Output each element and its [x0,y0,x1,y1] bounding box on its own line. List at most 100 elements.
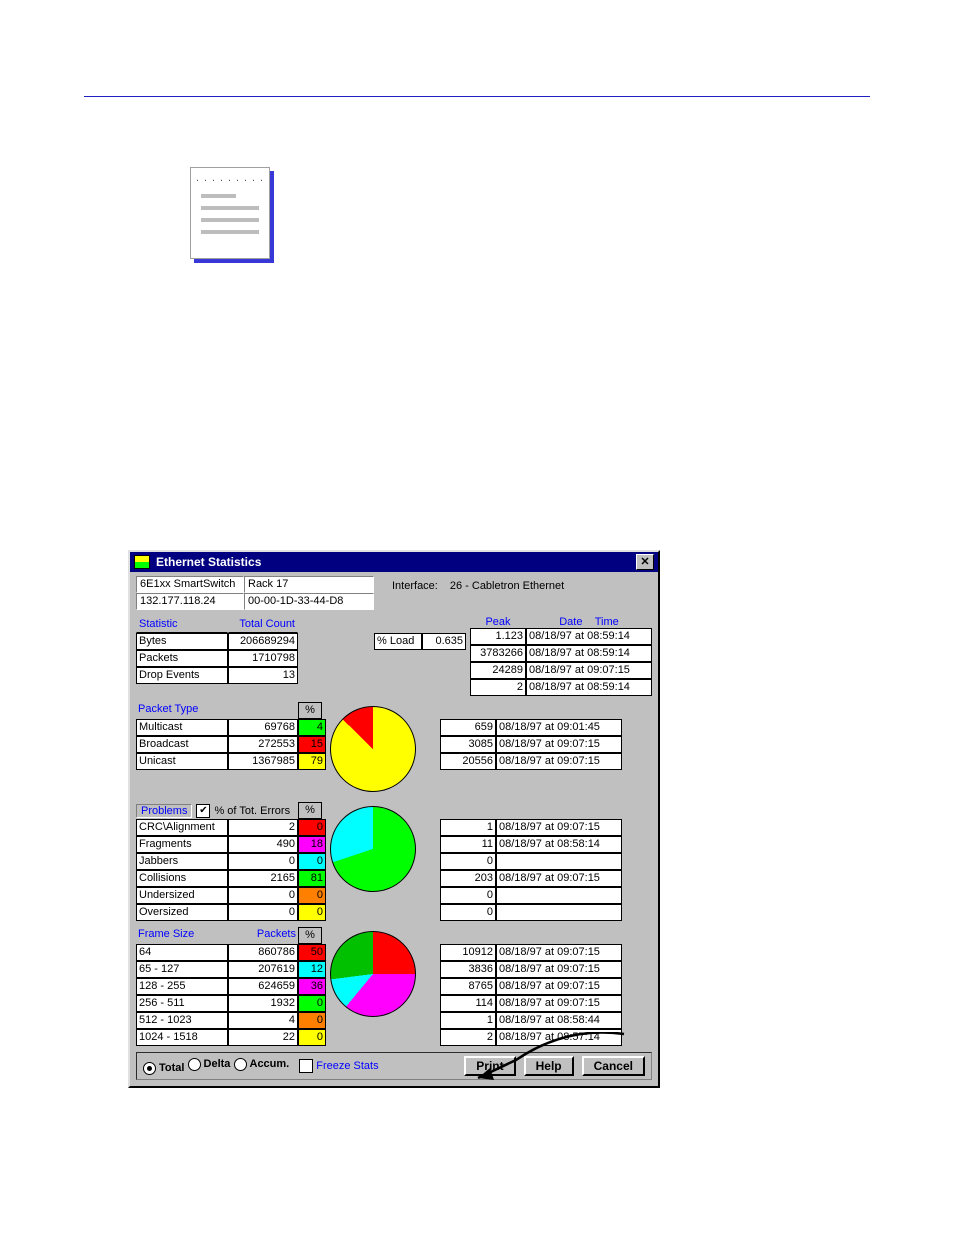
load-label: % Load [374,633,422,650]
cell: 3783266 [470,645,526,662]
cell: Multicast [136,719,228,736]
pct-errors-label: % of Tot. Errors [214,805,290,817]
cell: Fragments [136,836,228,853]
cell: Collisions [136,870,228,887]
cell: 203 [440,870,496,887]
cell: 08/18/97 at 09:07:15 [496,870,622,887]
note-block [190,167,954,259]
print-button[interactable]: Print [464,1056,515,1076]
cell: 0 [228,887,298,904]
cell: 2 [440,1029,496,1046]
cell: 1710798 [228,650,298,667]
cell: Broadcast [136,736,228,753]
cell: 11 [440,836,496,853]
cell: 08/18/97 at 08:59:14 [526,628,652,645]
freeze-label: Freeze Stats [316,1060,378,1072]
cell: 24289 [470,662,526,679]
peak-header: Peak [470,616,526,628]
cell: 08/18/97 at 09:07:15 [526,662,652,679]
device-ip: 132.177.118.24 [136,593,244,610]
cell: 860786 [228,944,298,961]
cell: 69768 [228,719,298,736]
cell: 08/18/97 at 09:07:15 [496,736,622,753]
framesize-pie [330,931,416,1017]
problems-header: Problems [136,804,192,818]
mode-radio-delta[interactable]: Delta [188,1058,231,1071]
cell: Oversized [136,904,228,921]
cell [496,853,622,870]
cell: 65 - 127 [136,961,228,978]
problems-pie [330,806,416,892]
cell: Drop Events [136,667,228,684]
cell: 08/18/97 at 08:59:14 [526,679,652,696]
cell: 08/18/97 at 08:58:14 [496,836,622,853]
cell: CRC\Alignment [136,819,228,836]
framesize-header: Frame Size (Bytes) [136,927,228,942]
packet-type-pie [330,706,416,792]
cell: 207619 [228,961,298,978]
window: Ethernet Statistics ✕ 6E1xx SmartSwitch … [128,550,660,1088]
framesize-count-header: Packets [228,927,298,942]
cell: 8765 [440,978,496,995]
cell: 659 [440,719,496,736]
cell: 08/18/97 at 08:59:14 [526,645,652,662]
close-icon[interactable]: ✕ [636,554,654,570]
cell: Unicast [136,753,228,770]
cell: 08/18/97 at 09:01:45 [496,719,622,736]
cell: 22 [228,1029,298,1046]
cell: 08/18/97 at 09:07:15 [496,961,622,978]
cell: 490 [228,836,298,853]
titlebar: Ethernet Statistics ✕ [130,552,658,572]
mode-radio-total[interactable]: Total [143,1062,184,1075]
cell [496,887,622,904]
cell: 0 [228,853,298,870]
cell: 624659 [228,978,298,995]
cell: 1.123 [470,628,526,645]
stat-header: Statistic [136,616,228,633]
count-header: Total Count [228,616,298,633]
date-header: Date [559,616,582,628]
cell: 2 [228,819,298,836]
cell: 4 [228,1012,298,1029]
device-location: Rack 17 [244,576,374,593]
cell: 0 [440,887,496,904]
mode-radio-accum[interactable]: Accum. [234,1058,290,1071]
cell: 1932 [228,995,298,1012]
cell: Undersized [136,887,228,904]
cell: 1 [440,1012,496,1029]
cell: 272553 [228,736,298,753]
cell: 1367985 [228,753,298,770]
help-button[interactable]: Help [524,1056,574,1076]
interface-label: Interface: [392,580,438,614]
cell: 0 [440,853,496,870]
page-rule [84,96,870,97]
cell: 128 - 255 [136,978,228,995]
cell: 08/18/97 at 09:07:15 [496,995,622,1012]
framesize-pct-header: % [298,927,322,944]
cell: 3836 [440,961,496,978]
cell: 0 [228,904,298,921]
cancel-button[interactable]: Cancel [582,1056,645,1076]
cell: 20556 [440,753,496,770]
cell: 256 - 511 [136,995,228,1012]
load-value: 0.635 [422,633,466,650]
cell: 08/18/97 at 09:07:15 [496,978,622,995]
freeze-checkbox[interactable] [299,1059,313,1073]
footer-bar: Total Delta Accum. Freeze Stats Print He… [136,1052,652,1080]
cell: Bytes [136,633,228,650]
cell: 2 [470,679,526,696]
cell: 0 [298,1029,326,1046]
cell: 08/18/97 at 09:07:15 [496,944,622,961]
cell: 0 [298,904,326,921]
app-icon [134,555,150,569]
cell: 512 - 1023 [136,1012,228,1029]
cell: Packets [136,650,228,667]
device-model: 6E1xx SmartSwitch [136,576,244,593]
problems-pct-header: % [298,802,322,819]
pct-errors-checkbox[interactable]: ✔ [196,804,210,818]
cell: 206689294 [228,633,298,650]
cell: 114 [440,995,496,1012]
cell: 0 [440,904,496,921]
interface-line: Interface: 26 - Cabletron Ethernet [392,580,564,614]
time-header: Time [595,616,619,628]
